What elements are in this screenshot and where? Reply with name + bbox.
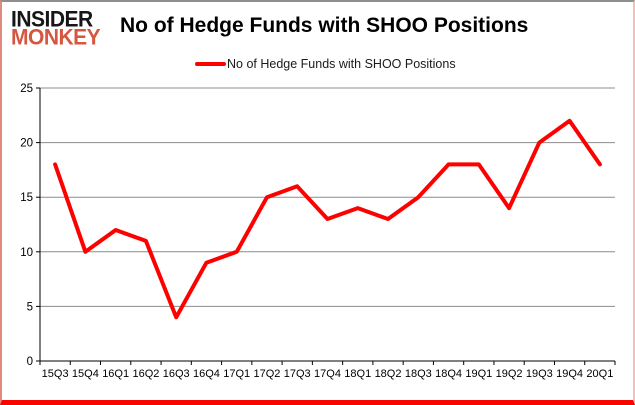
- y-tick-label: 5: [27, 301, 33, 313]
- y-tick-label: 0: [27, 356, 33, 368]
- x-tick-label: 16Q3: [163, 368, 190, 380]
- data-line-series: [53, 118, 602, 320]
- x-tick-label: 17Q4: [314, 368, 341, 380]
- logo-line-insider: INSIDER: [11, 7, 93, 32]
- insider-monkey-logo: INSIDER MONKEY: [11, 7, 119, 51]
- x-tick-label: 18Q3: [405, 368, 432, 380]
- y-tick-label: 25: [20, 83, 33, 95]
- x-tick-label: 15Q4: [72, 368, 99, 380]
- x-tick-label: 18Q1: [344, 368, 371, 380]
- legend-label: No of Hedge Funds with SHOO Positions: [227, 57, 456, 71]
- x-tick-label: 19Q4: [556, 368, 583, 380]
- x-tick-label: 16Q1: [102, 368, 129, 380]
- x-tick-label: 18Q2: [375, 368, 402, 380]
- x-tick-label: 19Q2: [496, 368, 523, 380]
- x-tick-label: 19Q3: [526, 368, 553, 380]
- legend-line-swatch: [195, 62, 226, 66]
- legend: No of Hedge Funds with SHOO Positions: [195, 57, 456, 71]
- y-tick-label: 15: [20, 192, 33, 204]
- x-tick-label: 20Q1: [586, 368, 613, 380]
- x-tick-label: 16Q4: [193, 368, 220, 380]
- x-tick-label: 16Q2: [132, 368, 159, 380]
- x-tick-label: 17Q1: [223, 368, 250, 380]
- chart-title: No of Hedge Funds with SHOO Positions: [120, 14, 529, 37]
- y-tick-label: 20: [20, 138, 33, 150]
- x-tick-label: 17Q2: [254, 368, 281, 380]
- x-tick-label: 18Q4: [435, 368, 462, 380]
- logo-line-monkey: MONKEY: [11, 25, 101, 51]
- y-tick-label: 10: [20, 247, 33, 259]
- x-tick-label: 15Q3: [42, 368, 69, 380]
- x-tick-label: 17Q3: [284, 368, 311, 380]
- x-tick-label: 19Q1: [465, 368, 492, 380]
